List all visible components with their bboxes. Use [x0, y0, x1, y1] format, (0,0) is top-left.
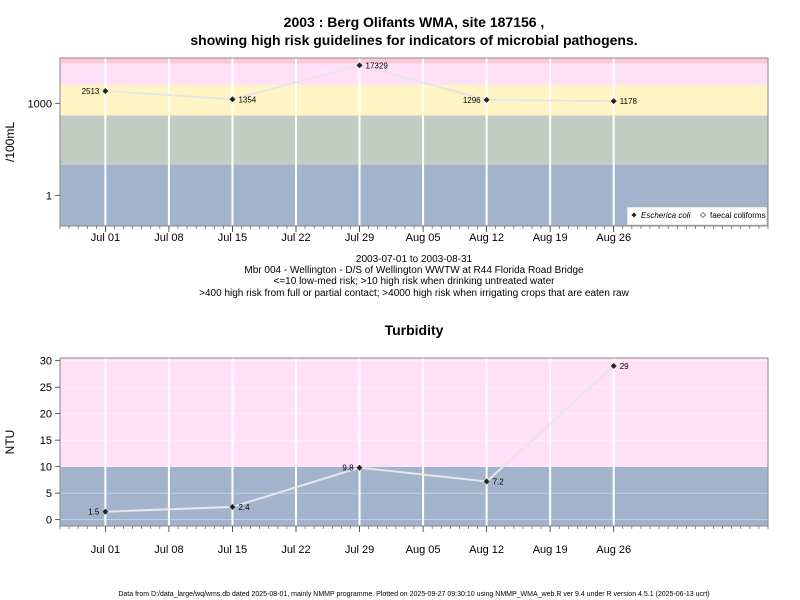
data-label: 17329 — [366, 61, 389, 70]
risk-band — [60, 358, 768, 467]
x-tick-label: Aug 05 — [406, 544, 441, 556]
chart-title-line-2: showing high risk guidelines for indicat… — [190, 32, 637, 48]
legend: Escherica coli faecal coliforms — [626, 206, 768, 226]
risk-band — [60, 58, 768, 64]
data-point — [483, 478, 491, 485]
y-tick-label: 10 — [40, 462, 52, 474]
data-point — [610, 362, 618, 370]
data-label: 2513 — [82, 87, 100, 96]
legend-label-escherica-coli: Escherica coli — [641, 211, 691, 220]
caption-contact-risk: >400 high risk from full or partial cont… — [199, 288, 629, 299]
y-tick-label: 15 — [40, 435, 52, 447]
x-tick-label: Jul 29 — [345, 232, 374, 244]
risk-band — [60, 63, 768, 85]
x-tick-label: Jul 22 — [281, 544, 310, 556]
data-label: 1178 — [620, 97, 638, 106]
data-labels: 1.5 2.4 9.8 7.2 29 — [88, 362, 629, 517]
data-point — [228, 95, 236, 103]
x-tick-label: Aug 26 — [596, 544, 631, 556]
y-tick-label: 5 — [46, 488, 52, 500]
data-point — [610, 97, 618, 105]
data-point — [356, 61, 364, 69]
y-axis-label: /100mL — [3, 122, 17, 162]
x-tick-label: Aug 05 — [406, 232, 441, 244]
axes: Jul 01 Jul 08 Jul 15 Jul 22 Jul 29 Aug 05 Aug … — [40, 356, 769, 556]
turbidity-title: Turbidity — [385, 322, 444, 338]
x-tick-label: Jul 01 — [91, 232, 120, 244]
legend-label-faecal-coliforms: faecal coliforms — [710, 211, 766, 220]
x-tick-label: Aug 26 — [596, 232, 631, 244]
gridlines — [60, 358, 768, 526]
data-point — [356, 464, 364, 472]
data-point — [101, 87, 109, 95]
y-tick-label: 30 — [40, 356, 52, 368]
microbial-plot: 2513 1354 17329 1296 1178 Jul 01 Jul 08 Jul 15… — [3, 57, 769, 244]
y-tick-label: 1000 — [28, 98, 52, 110]
data-label: 2.4 — [238, 503, 250, 512]
x-tick-label: Jul 15 — [218, 232, 247, 244]
data-points — [101, 362, 618, 516]
x-tick-label: Aug 12 — [469, 232, 504, 244]
y-tick-label: 0 — [46, 515, 52, 527]
data-point — [101, 508, 109, 516]
gridlines — [104, 58, 615, 226]
data-label: 1296 — [463, 96, 481, 105]
risk-bands — [60, 358, 768, 526]
data-label: 9.8 — [342, 464, 354, 473]
data-label: 1354 — [238, 95, 256, 104]
header: 2003 : Berg Olifants WMA, site 187156 , … — [190, 14, 637, 48]
axes: Jul 01 Jul 08 Jul 15 Jul 22 Jul 29 Aug 05 Aug … — [28, 98, 769, 244]
y-tick-label: 1 — [46, 190, 52, 202]
caption: 2003-07-01 to 2003-08-31 Mbr 004 - Welli… — [199, 254, 629, 299]
legend-marker-filled-diamond — [631, 212, 637, 218]
x-tick-label: Jul 08 — [154, 232, 183, 244]
x-tick-label: Jul 01 — [91, 544, 120, 556]
data-point — [228, 503, 236, 511]
chart-title-line-1: 2003 : Berg Olifants WMA, site 187156 , — [284, 14, 545, 30]
caption-site: Mbr 004 - Wellington - D/S of Wellington… — [244, 265, 584, 276]
risk-band — [60, 84, 768, 116]
data-point — [483, 96, 491, 104]
risk-band — [60, 466, 768, 526]
x-tick-label: Aug 12 — [469, 544, 504, 556]
x-tick-label: Aug 19 — [533, 232, 568, 244]
risk-bands — [60, 58, 768, 226]
x-tick-label: Aug 19 — [533, 544, 568, 556]
risk-band — [60, 115, 768, 165]
legend-marker-open-diamond — [700, 212, 706, 218]
x-tick-label: Jul 29 — [345, 544, 374, 556]
caption-date-range: 2003-07-01 to 2003-08-31 — [356, 254, 473, 265]
caption-drinking-risk: <=10 low-med risk; >10 high risk when dr… — [274, 276, 556, 287]
y-tick-label: 25 — [40, 382, 52, 394]
data-labels: 2513 1354 17329 1296 1178 — [82, 61, 638, 106]
y-axis-label: NTU — [3, 430, 17, 455]
x-tick-label: Jul 15 — [218, 544, 247, 556]
data-label: 1.5 — [88, 508, 100, 517]
y-tick-label: 20 — [40, 409, 52, 421]
x-tick-label: Jul 22 — [281, 232, 310, 244]
data-label: 7.2 — [493, 477, 505, 486]
data-points — [101, 61, 618, 105]
legend-box — [626, 206, 768, 226]
data-label: 29 — [620, 362, 629, 371]
footer-note: Data from D:/data_large/wq/wms.db dated … — [118, 591, 709, 598]
turbidity-plot: 1.52.49.87.229 Jul 01 Jul 08 Jul 15 Jul 22 J… — [3, 356, 769, 556]
x-tick-label: Jul 08 — [154, 544, 183, 556]
